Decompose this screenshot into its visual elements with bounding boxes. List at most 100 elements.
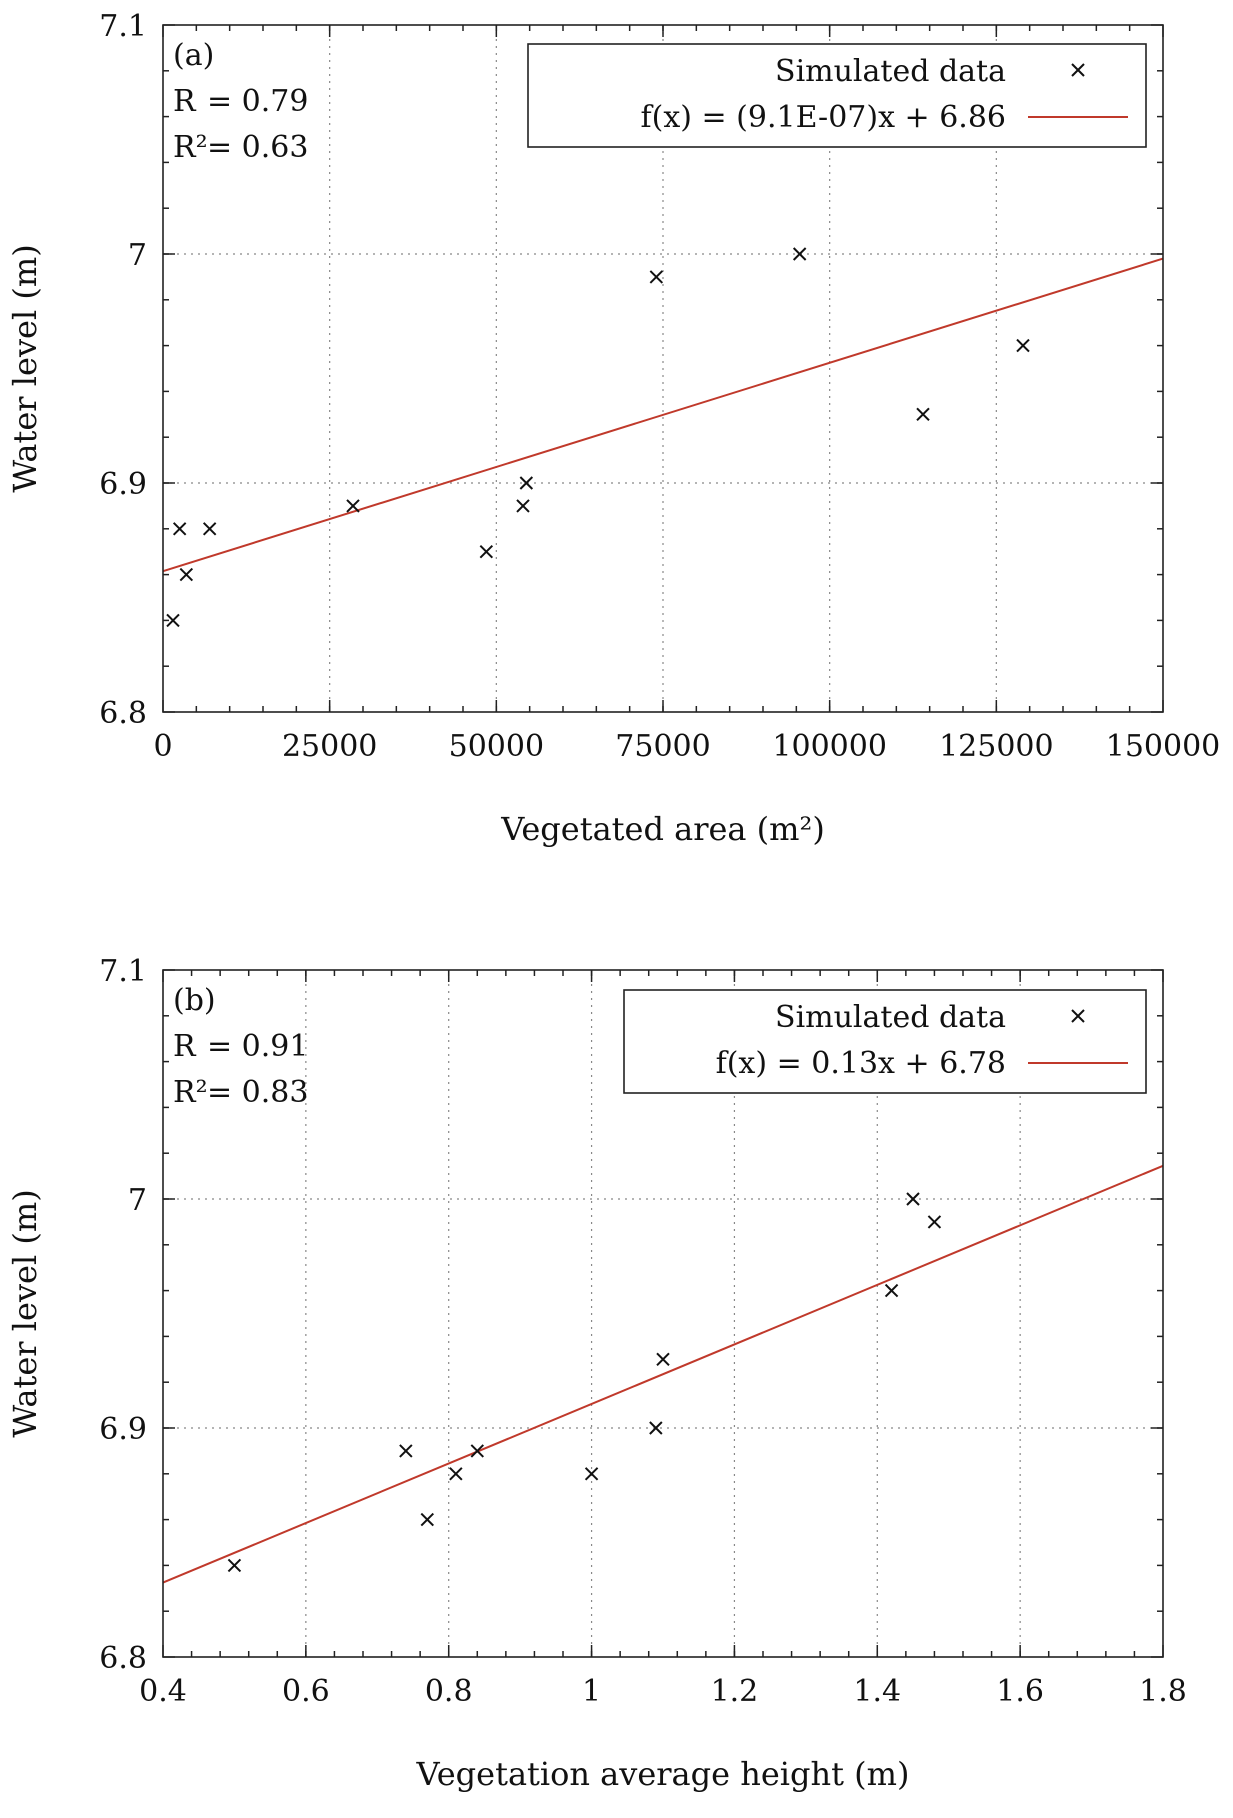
- panel-b-data-point: [656, 1352, 670, 1367]
- panel-b-data-point-stroke-2: [449, 1467, 463, 1481]
- panel-b-data-point-stroke-2: [584, 1467, 599, 1481]
- panel-a-legend-data-label: Simulated data: [775, 54, 1006, 89]
- panel-b-x-tick-label: 1: [582, 1674, 601, 1709]
- panel-b-y-tick-label: 6.9: [99, 1412, 147, 1447]
- panel-a-data-point-stroke-2: [516, 499, 530, 513]
- panel-b-legend-data-label: Simulated data: [775, 1000, 1006, 1035]
- panel-b-x-axis-label: Vegetation average height (m): [416, 1755, 910, 1793]
- panel-b-data-point-stroke-2: [399, 1444, 413, 1458]
- panel-b-data-point-stroke-2: [227, 1558, 242, 1573]
- panel-b-r2-value: = 0.83: [207, 1075, 308, 1110]
- panel-b-data-point: [227, 1558, 242, 1573]
- panel-a-data-point: [202, 522, 217, 536]
- panel-a-data-point: [1016, 338, 1030, 353]
- panel-a-frame: [162, 24, 1164, 713]
- panel-b-x-tick-label: 0.4: [139, 1674, 187, 1709]
- panel-a-legend-data-marker: [1071, 63, 1085, 77]
- panel-b-tick-labels: 0.4 0.6 0.8 1 1.2 1.4 1.6 1.8 6.8 6.9 7 7.1: [99, 954, 1187, 1709]
- panel-a-data-point-stroke-2: [916, 407, 930, 422]
- panel-a-data-point: [346, 499, 360, 513]
- panel-a-r-label: R: [173, 84, 197, 119]
- panel-b-data-point: [584, 1467, 599, 1481]
- panel-b-legend: Simulated data f(x) = 0.13x + 6.78: [623, 989, 1147, 1094]
- panel-a-data-point-stroke-2: [166, 613, 180, 628]
- panel-b-data-point: [906, 1192, 920, 1206]
- panel-a-grid: [163, 25, 1163, 712]
- panel-b-x-tick-label: 1.8: [1139, 1674, 1187, 1709]
- panel-a-legend-box: [527, 43, 1147, 148]
- panel-b-data-point: [420, 1512, 434, 1527]
- panel-a-x-tick-label: 0: [153, 729, 172, 764]
- panel-b-data-point: [649, 1421, 663, 1435]
- panel-a: 0 25000 50000 75000 100000 125000 150000 6.8 6.9…: [6, 9, 1220, 848]
- panel-b-data-point-stroke-2: [927, 1215, 942, 1229]
- panel-b-data-point-stroke-2: [906, 1192, 920, 1206]
- panel-b-points: [227, 1192, 942, 1573]
- panel-a-data-point: [516, 499, 530, 513]
- panel-b-legend-fit-label: f(x) = 0.13x + 6.78: [716, 1046, 1006, 1081]
- panel-b-x-tick-label: 0.6: [282, 1674, 330, 1709]
- panel-a-data-point-stroke-2: [172, 522, 187, 536]
- panel-a-fit-line: [162, 257, 1164, 573]
- panel-a-data-point-stroke-2: [1016, 338, 1030, 353]
- panel-a-x-tick-label: 50000: [449, 729, 544, 764]
- panel-a-legend-cross-stroke-2: [1071, 63, 1085, 77]
- panel-a-r2-label: R²: [173, 130, 208, 165]
- panel-a-data-point: [916, 407, 930, 422]
- panel-b-r-label: R: [173, 1029, 197, 1064]
- panel-b-data-point-stroke-2: [656, 1352, 670, 1367]
- panel-a-y-tick-label: 7.1: [99, 9, 147, 44]
- panel-a-y-axis-label: Water level (m): [6, 244, 44, 492]
- panel-b-data-point: [399, 1444, 413, 1458]
- panel-a-data-point-stroke-2: [202, 522, 217, 536]
- panel-b-y-tick-label: 6.8: [99, 1641, 147, 1676]
- panel-a-x-tick-label: 125000: [939, 729, 1054, 764]
- panel-b-fit: [162, 1164, 1164, 1584]
- panel-b-x-tick-label: 1.6: [996, 1674, 1044, 1709]
- panel-a-data-point: [649, 270, 664, 284]
- panel-a-legend-fit-label: f(x) = (9.1E-07)x + 6.86: [641, 100, 1006, 135]
- panel-a-y-tick-label: 6.9: [99, 467, 147, 502]
- panel-a-data-point-stroke-2: [792, 247, 807, 261]
- panel-a-y-tick-label: 7: [128, 238, 147, 273]
- panel-a-data-point-stroke-2: [179, 567, 194, 582]
- panel-b-y-tick-label: 7: [128, 1183, 147, 1218]
- panel-b-data-point-stroke-2: [884, 1283, 899, 1298]
- panel-b-legend-cross-stroke-2: [1071, 1009, 1085, 1023]
- panel-b-label: (b): [173, 983, 216, 1018]
- panel-b-data-point-stroke-2: [649, 1421, 663, 1435]
- panel-a-points: [166, 247, 1030, 628]
- panel-b-x-tick-label: 1.2: [711, 1674, 759, 1709]
- panel-b-data-point: [449, 1467, 463, 1481]
- panel-a-data-point-stroke-2: [479, 544, 494, 559]
- panel-a-x-tick-label: 75000: [615, 729, 710, 764]
- panel-a-data-point: [792, 247, 807, 261]
- panel-a-data-point: [519, 476, 534, 490]
- panel-a-data-point-stroke-2: [519, 476, 534, 490]
- panel-b-data-point-stroke-2: [470, 1444, 484, 1458]
- panel-a-tick-labels: 0 25000 50000 75000 100000 125000 150000 6.8 6.9…: [99, 9, 1220, 764]
- panel-a-y-tick-label: 6.8: [99, 696, 147, 731]
- panel-a-x-tick-label: 100000: [772, 729, 887, 764]
- panel-b-legend-cross: [1071, 1009, 1085, 1023]
- panel-b-r-value: = 0.91: [207, 1029, 308, 1064]
- panel-b-data-point: [927, 1215, 942, 1229]
- panel-a-fit: [162, 257, 1164, 573]
- panel-a-data-point: [179, 567, 194, 582]
- panel-a-legend-cross: [1071, 63, 1085, 77]
- panel-b-frame: [162, 969, 1164, 1658]
- panel-a-x-tick-label: 150000: [1106, 729, 1221, 764]
- panel-b-legend-box: [623, 989, 1147, 1094]
- panel-a-data-point: [172, 522, 187, 536]
- panel-b-y-axis-label: Water level (m): [6, 1189, 44, 1437]
- panel-a-label: (a): [173, 38, 214, 73]
- panel-a-data-point: [166, 613, 180, 628]
- panel-b: 0.4 0.6 0.8 1 1.2 1.4 1.6 1.8 6.8 6.9 7 7.1 Vegetat…: [6, 954, 1187, 1793]
- panel-a-data-point-stroke-2: [346, 499, 360, 513]
- panel-b-x-tick-label: 1.4: [853, 1674, 901, 1709]
- panel-a-x-tick-label: 25000: [282, 729, 377, 764]
- panel-a-x-axis-label: Vegetated area (m²): [500, 810, 825, 848]
- panel-b-data-point: [470, 1444, 484, 1458]
- panel-b-data-point: [884, 1283, 899, 1298]
